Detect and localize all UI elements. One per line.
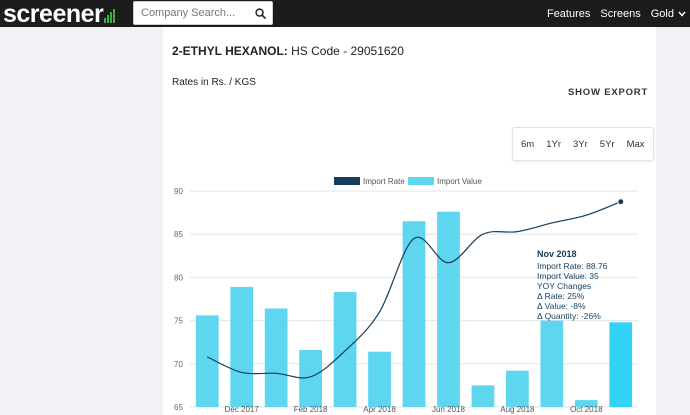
bar[interactable] — [402, 221, 426, 407]
bar[interactable] — [299, 349, 322, 407]
top-navbar: screener Features Screens Gold — [0, 0, 690, 27]
bar[interactable] — [195, 315, 219, 407]
rates-label: Rates in Rs. / KGS — [172, 77, 256, 88]
x-axis: Dec 2017 Feb 2018 Apr 2018 Jun 2018 Aug 2018… — [225, 405, 604, 414]
company-search-input[interactable] — [134, 2, 252, 24]
bar[interactable] — [609, 322, 633, 407]
tooltip-line: Import Rate: 88.76 — [537, 261, 608, 271]
screener-logo[interactable]: screener — [3, 0, 116, 28]
y-axis: 65 70 75 80 85 90 — [174, 187, 183, 412]
legend-label-import-value[interactable]: Import Value — [437, 177, 482, 186]
logo-text: screener — [3, 0, 104, 28]
product-name: 2-ETHYL HEXANOL: — [172, 44, 288, 58]
y-tick-label: 80 — [174, 273, 183, 282]
tooltip-line: Δ Rate: 25% — [537, 291, 585, 301]
x-tick-label: Apr 2018 — [363, 405, 396, 414]
range-selector: 6m 1Yr 3Yr 5Yr Max — [512, 127, 654, 161]
range-5yr-button[interactable]: 5Yr — [594, 129, 621, 159]
legend-swatch-import-rate — [334, 177, 360, 185]
y-tick-label: 75 — [174, 317, 183, 326]
tooltip-line: Δ Value: -8% — [537, 301, 586, 311]
range-1yr-button[interactable]: 1Yr — [540, 129, 567, 159]
range-6m-button[interactable]: 6m — [515, 129, 540, 159]
page-title: 2-ETHYL HEXANOL: HS Code - 29051620 — [172, 44, 404, 58]
bar[interactable] — [264, 308, 288, 407]
bar[interactable] — [368, 351, 391, 407]
x-tick-label: Jun 2018 — [432, 405, 465, 414]
range-3yr-button[interactable]: 3Yr — [567, 129, 594, 159]
tooltip-line: Δ Quantity: -26% — [537, 311, 601, 321]
bar[interactable] — [471, 385, 495, 407]
x-tick-label: Dec 2017 — [225, 405, 260, 414]
y-tick-label: 70 — [174, 360, 183, 369]
legend-label-import-rate[interactable]: Import Rate — [363, 177, 405, 186]
show-export-button[interactable]: SHOW EXPORT — [568, 87, 649, 98]
y-tick-label: 85 — [174, 230, 183, 239]
search-button[interactable] — [250, 3, 270, 23]
x-tick-label: Oct 2018 — [570, 405, 603, 414]
tooltip-line: Import Value: 35 — [537, 271, 599, 281]
range-max-button[interactable]: Max — [621, 129, 651, 159]
import-rate-line — [206, 201, 621, 379]
bar-series-import-value — [195, 211, 633, 407]
chart-tooltip: Nov 2018 Import Rate: 88.76 Import Value… — [537, 249, 608, 321]
bar[interactable] — [506, 370, 529, 407]
search-icon — [254, 7, 266, 19]
nav-features[interactable]: Features — [546, 7, 591, 20]
x-tick-label: Aug 2018 — [500, 405, 535, 414]
import-chart: Import Rate Import Value 65 70 75 80 85 90 De… — [174, 177, 638, 414]
bar[interactable] — [437, 211, 460, 407]
nav-gold-label: Gold — [650, 7, 674, 20]
hs-code: HS Code - 29051620 — [291, 44, 404, 58]
logo-bars-icon — [104, 9, 116, 23]
search-box — [133, 1, 273, 25]
line-series-import-rate — [206, 198, 625, 379]
x-tick-label: Feb 2018 — [294, 405, 328, 414]
bar[interactable] — [540, 320, 564, 407]
y-tick-label: 65 — [174, 403, 183, 412]
chart-legend: Import Rate Import Value — [334, 177, 482, 186]
line-point[interactable] — [617, 198, 625, 206]
main-nav: Features Screens Gold — [537, 0, 686, 27]
bar[interactable] — [333, 292, 357, 407]
bar[interactable] — [574, 400, 598, 407]
tooltip-title: Nov 2018 — [537, 249, 577, 259]
nav-gold[interactable]: Gold — [651, 8, 686, 20]
nav-screens[interactable]: Screens — [600, 7, 641, 20]
y-tick-label: 90 — [174, 187, 183, 196]
chart-gridlines — [190, 190, 638, 408]
product-card: 2-ETHYL HEXANOL: HS Code - 29051620 Rate… — [163, 27, 656, 415]
chevron-down-icon — [678, 11, 686, 17]
bar[interactable] — [230, 286, 254, 407]
legend-swatch-import-value — [408, 177, 434, 185]
tooltip-line: YOY Changes — [537, 281, 591, 291]
